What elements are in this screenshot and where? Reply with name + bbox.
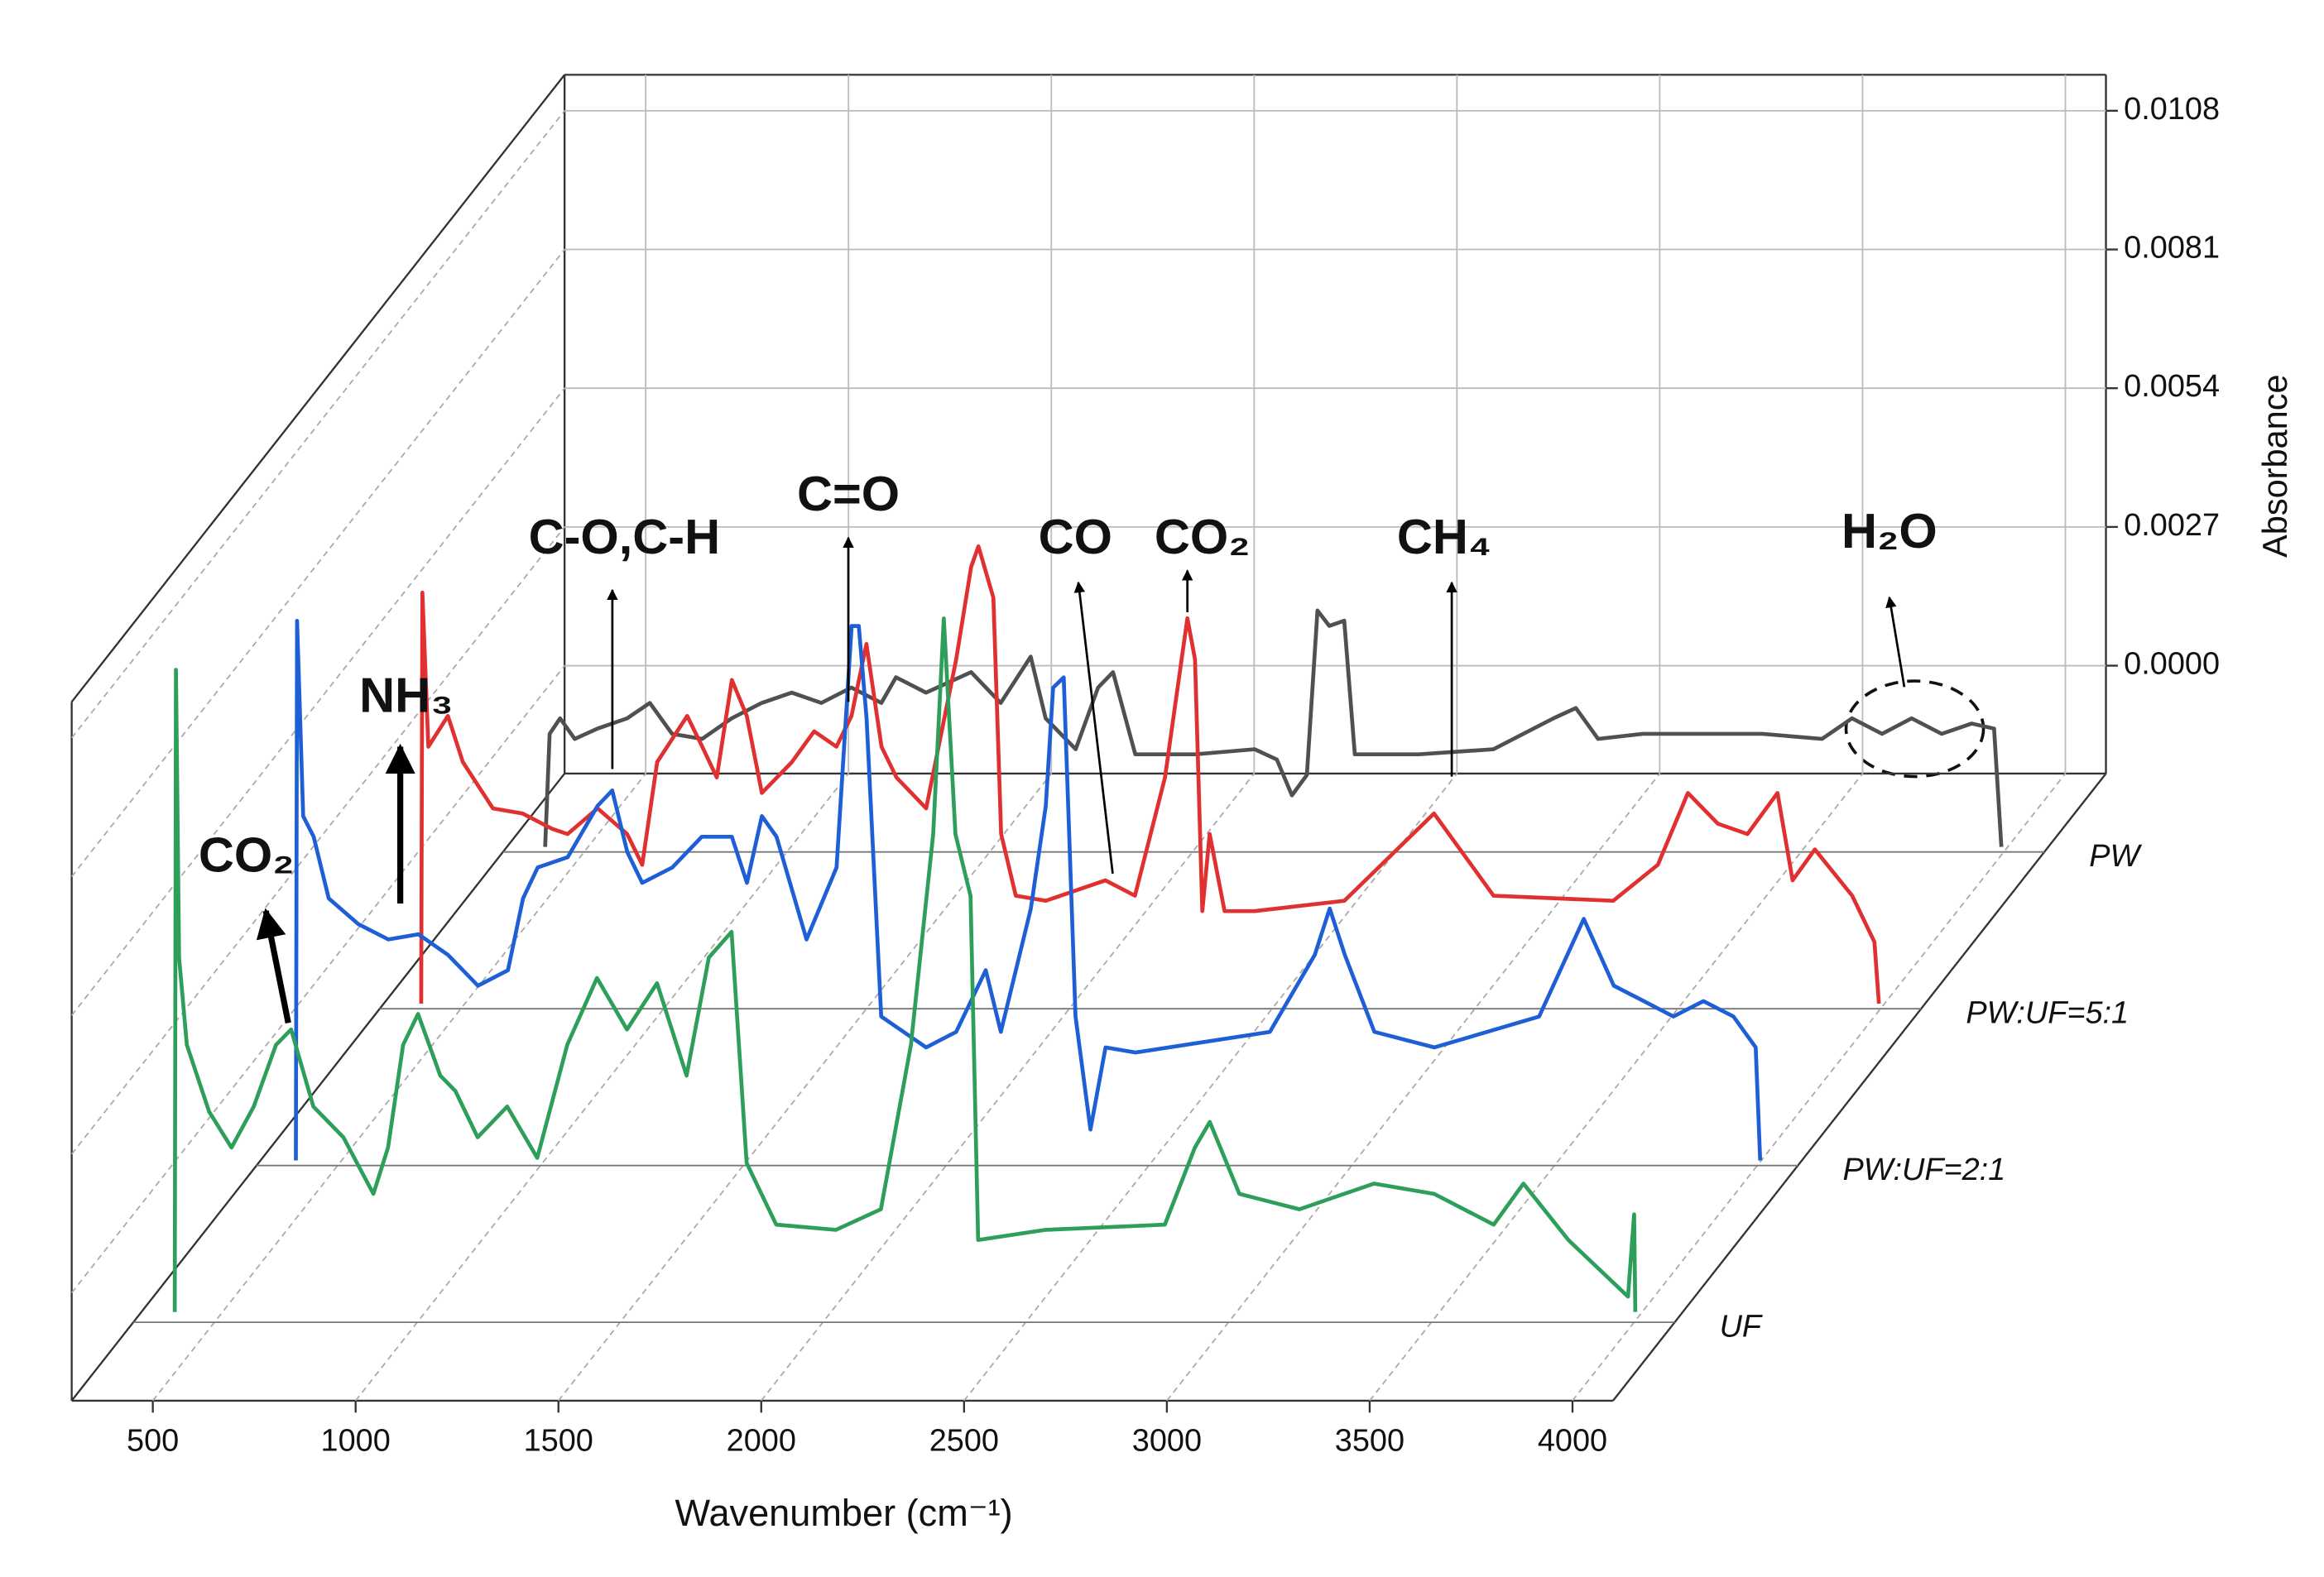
annotation: CH₄ xyxy=(1397,509,1491,564)
y-tick-label: 0.0027 xyxy=(2124,508,2220,543)
annotation-arrow xyxy=(1073,581,1114,875)
annotation: H₂O xyxy=(1841,503,1937,558)
spectrum-line xyxy=(294,618,1763,1161)
floor-grid-line xyxy=(1572,773,2067,1402)
left-top-edge xyxy=(70,74,566,703)
side-grid-line xyxy=(70,110,565,739)
x-tick-label: 1500 xyxy=(524,1423,593,1458)
floor-grid-line xyxy=(354,773,849,1402)
series-label: PW:UF=2:1 xyxy=(1842,1153,2005,1187)
floor-right-edge xyxy=(1612,773,2107,1402)
series-label: PW xyxy=(2089,839,2142,874)
x-tick-label: 1000 xyxy=(321,1423,391,1458)
spectrum-line xyxy=(419,544,1881,1004)
series-label: UF xyxy=(1720,1309,1763,1344)
floor-grid-line xyxy=(963,773,1458,1402)
series-label: PW:UF=5:1 xyxy=(1966,995,2129,1030)
x-tick-label: 4000 xyxy=(1538,1423,1607,1458)
side-grid-line xyxy=(70,387,565,1016)
annotation: NH₃ xyxy=(359,667,454,722)
floor-grid-line xyxy=(1369,773,1864,1402)
floor-grid-line xyxy=(558,773,1052,1402)
x-tick-label: 2000 xyxy=(727,1423,796,1458)
side-grid-line xyxy=(70,664,565,1294)
annotation: CO₂ xyxy=(1155,509,1251,564)
y-tick-label: 0.0054 xyxy=(2124,369,2220,404)
annotation-arrow xyxy=(1885,596,1906,688)
side-grid-line xyxy=(70,526,565,1155)
floor-grid-line xyxy=(151,773,646,1402)
floor-grid-line xyxy=(761,773,1256,1402)
x-tick-label: 500 xyxy=(127,1423,179,1458)
y-tick-label: 0.0108 xyxy=(2124,92,2220,127)
x-tick-label: 3500 xyxy=(1335,1423,1404,1458)
x-tick-label: 3000 xyxy=(1132,1423,1202,1458)
annotation: CO xyxy=(1039,509,1112,564)
y-axis-label: Absorbance xyxy=(2255,374,2294,557)
annotation: C=O xyxy=(797,466,900,521)
annotation: C-O,C-H xyxy=(529,509,721,564)
y-tick-label: 0.0000 xyxy=(2124,647,2220,682)
floor-grid-line xyxy=(1166,773,1661,1402)
annotation: CO₂ xyxy=(199,827,295,883)
floor-left-edge xyxy=(70,773,566,1402)
side-grid-line xyxy=(70,248,565,878)
h2o-highlight xyxy=(1844,679,1985,779)
x-tick-label: 2500 xyxy=(929,1423,999,1458)
x-axis-label: Wavenumber (cm⁻¹) xyxy=(675,1492,1013,1534)
spectrum-line xyxy=(543,608,2004,847)
y-tick-label: 0.0081 xyxy=(2124,231,2220,266)
spectrum-line xyxy=(172,616,1638,1312)
annotation-arrow xyxy=(256,908,291,1024)
